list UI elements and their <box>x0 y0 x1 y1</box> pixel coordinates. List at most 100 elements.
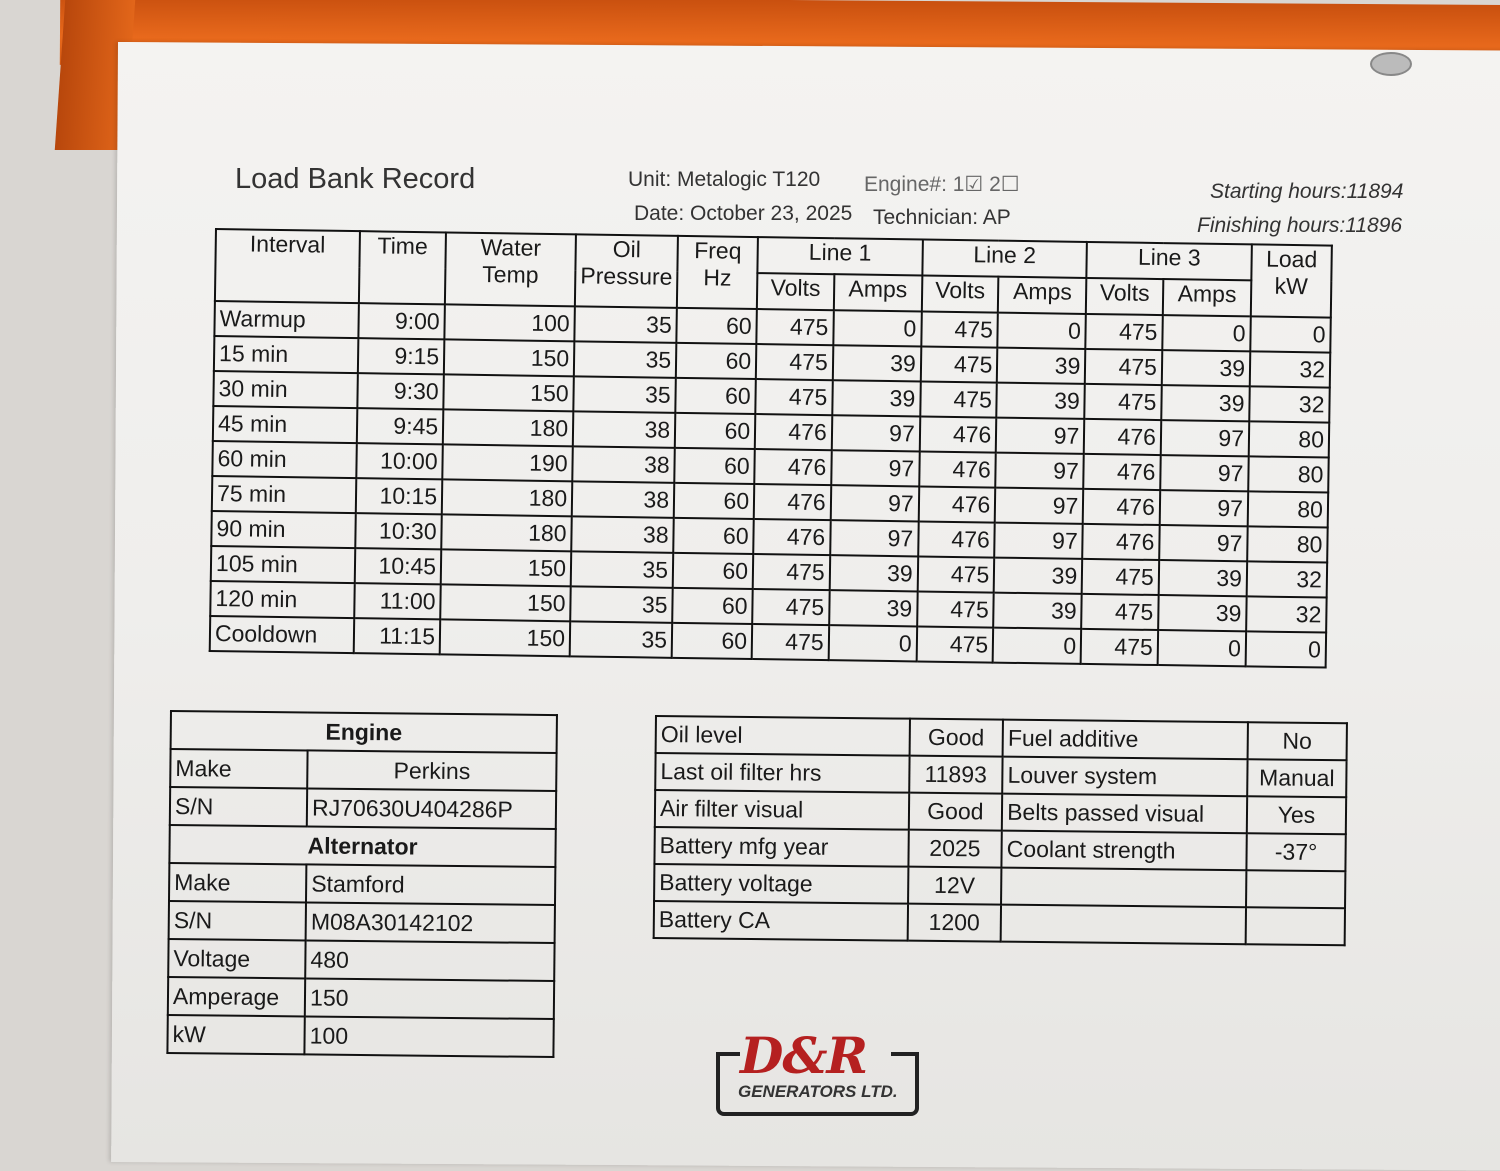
engine-sn-label: S/N <box>169 787 308 827</box>
cell-water-temp: 150 <box>443 339 575 377</box>
voltage-label: Voltage <box>168 938 306 979</box>
header-oil-pressure: Oil Pressure <box>574 234 679 308</box>
cell-time: 9:00 <box>358 303 445 340</box>
cell-oil-pressure: 35 <box>574 306 677 343</box>
kw-value: 100 <box>304 1016 554 1058</box>
checklist-item-label <box>1001 867 1247 908</box>
cell-water-temp: 180 <box>441 479 573 517</box>
cell-line3-volts: 475 <box>1085 313 1163 351</box>
alt-make: Stamford <box>306 864 556 906</box>
cell-time: 10:15 <box>355 478 443 515</box>
engine-make-label: Make <box>170 749 308 789</box>
cell-line2-volts: 475 <box>920 346 998 383</box>
cell-load-kw: 32 <box>1249 386 1330 423</box>
cell-line2-volts: 475 <box>921 311 999 348</box>
cell-line3-amps: 0 <box>1157 630 1247 667</box>
cell-line1-volts: 476 <box>754 449 832 486</box>
header-amps: Amps <box>833 274 923 312</box>
cell-time: 10:00 <box>355 443 443 480</box>
engine-sn: RJ70630U404286P <box>306 788 557 830</box>
checklist-item-label: Coolant strength <box>1001 830 1247 871</box>
cell-load-kw: 32 <box>1246 561 1328 598</box>
cell-line1-amps: 97 <box>831 415 921 452</box>
cell-line1-amps: 0 <box>828 625 917 662</box>
cell-line3-amps: 97 <box>1160 420 1250 457</box>
cell-freq: 60 <box>674 447 755 485</box>
cell-water-temp: 180 <box>441 514 572 552</box>
cell-line1-volts: 475 <box>755 379 833 416</box>
cell-line2-volts: 475 <box>916 591 994 628</box>
logo-name: D&R <box>740 1026 868 1085</box>
cell-time: 9:30 <box>356 373 444 410</box>
cell-water-temp: 150 <box>443 374 574 412</box>
checklist-item-value: 11893 <box>908 755 1003 794</box>
checklist-item-label: Last oil filter hrs <box>655 753 910 793</box>
cell-line2-amps: 39 <box>993 592 1082 629</box>
checklist-item-label: Fuel additive <box>1002 719 1248 760</box>
header-volts: Volts <box>1086 277 1164 316</box>
cell-line1-amps: 39 <box>828 590 918 627</box>
engine-make: Perkins <box>307 750 557 792</box>
alternator-heading: Alternator <box>169 825 556 868</box>
cell-line3-volts: 476 <box>1083 453 1161 491</box>
alt-sn-label: S/N <box>168 901 307 941</box>
cell-interval: 15 min <box>213 336 359 374</box>
alt-make-label: Make <box>168 863 307 903</box>
checklist-item-label: Belts passed visual <box>1001 793 1248 834</box>
cell-freq: 60 <box>671 622 753 660</box>
dr-generators-logo: D&R GENERATORS LTD. <box>712 1026 919 1118</box>
cell-line1-volts: 475 <box>756 309 834 346</box>
cell-interval: 30 min <box>213 370 358 409</box>
cell-line3-amps: 39 <box>1158 595 1247 632</box>
logo-bracket <box>716 1052 919 1116</box>
cell-line1-amps: 39 <box>832 380 921 417</box>
cell-interval: 75 min <box>211 475 356 514</box>
cell-line2-amps: 97 <box>996 417 1085 454</box>
cell-line3-amps: 39 <box>1161 350 1251 387</box>
cell-line2-volts: 476 <box>918 451 997 488</box>
cell-line3-volts: 476 <box>1083 488 1161 526</box>
cell-freq: 60 <box>675 377 756 415</box>
load-bank-table: Interval Time Water Temp Oil Pressure Fr… <box>209 228 1333 669</box>
header-load: Load kW <box>1250 244 1332 318</box>
cell-line1-amps: 97 <box>829 520 919 557</box>
grommet-icon <box>1370 52 1412 76</box>
logo-bracket-tick <box>891 1052 915 1056</box>
cell-line1-amps: 39 <box>829 555 918 592</box>
checklist-item-label: Battery CA <box>653 901 908 941</box>
checklist-item-value: No <box>1247 722 1347 761</box>
logo-bracket-tick <box>716 1052 740 1056</box>
cell-water-temp: 190 <box>442 444 573 482</box>
cell-oil-pressure: 35 <box>570 551 674 588</box>
cell-time: 11:00 <box>353 583 441 620</box>
cell-line2-amps: 97 <box>995 452 1085 489</box>
cell-line3-volts: 475 <box>1080 628 1159 666</box>
cell-freq: 60 <box>673 482 755 520</box>
checklist-item-value <box>1245 907 1346 946</box>
cell-freq: 60 <box>672 587 753 625</box>
checklist-item-label: Battery voltage <box>654 864 909 904</box>
cell-time: 11:15 <box>353 618 441 655</box>
engine-heading: Engine <box>170 711 557 754</box>
checklist-item-value: Manual <box>1247 759 1347 798</box>
checklist-item-label: Battery mfg year <box>654 827 909 867</box>
cell-line2-amps: 0 <box>992 627 1082 664</box>
cell-line2-volts: 475 <box>916 626 994 663</box>
cell-load-kw: 80 <box>1247 491 1329 528</box>
cell-interval: 105 min <box>210 545 355 584</box>
kw-label: kW <box>167 1014 305 1055</box>
technician-label: Technician: AP <box>873 206 1011 229</box>
header-line2: Line 2 <box>922 239 1088 278</box>
cell-oil-pressure: 38 <box>571 516 674 553</box>
amperage-label: Amperage <box>167 976 306 1017</box>
cell-water-temp: 150 <box>440 584 571 622</box>
voltage-value: 480 <box>305 940 555 982</box>
checklist-item-label: Air filter visual <box>654 790 909 830</box>
cell-oil-pressure: 35 <box>569 621 673 658</box>
cell-time: 9:15 <box>357 338 445 375</box>
cell-line1-volts: 475 <box>751 624 829 661</box>
checklist-item-value: Good <box>908 792 1003 831</box>
finishing-hours: Finishing hours:11896 <box>1197 214 1403 237</box>
cell-load-kw: 80 <box>1248 456 1329 493</box>
cell-line1-amps: 39 <box>832 345 922 382</box>
